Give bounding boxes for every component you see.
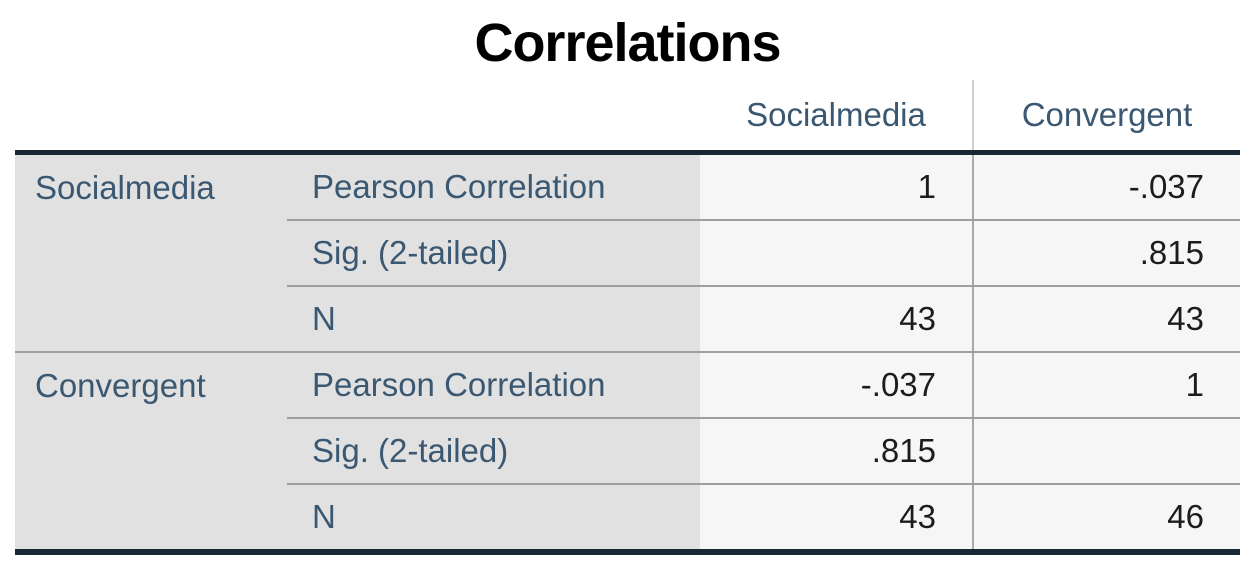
measure-label: N	[287, 484, 700, 555]
row-group-label-socialmedia: Socialmedia	[15, 150, 287, 353]
cell-value: 1	[972, 352, 1240, 419]
cell-value: 1	[700, 150, 973, 221]
correlations-table: Socialmedia Convergent Socialmedia Pears…	[15, 80, 1240, 555]
cell-value: 43	[972, 286, 1240, 353]
table-title: Correlations	[474, 13, 781, 73]
cell-value: 46	[972, 484, 1240, 555]
measure-label: Sig. (2-tailed)	[287, 418, 700, 485]
table-row: Socialmedia Pearson Correlation 1 -.037	[15, 150, 1240, 353]
table-row: Convergent Pearson Correlation -.037 1	[15, 352, 1240, 555]
cell-value: 43	[700, 286, 973, 353]
measure-label: Sig. (2-tailed)	[287, 220, 700, 287]
measure-label: Pearson Correlation	[287, 150, 700, 221]
column-header-convergent: Convergent	[972, 80, 1240, 153]
column-header-row: Socialmedia Convergent	[15, 80, 1240, 153]
measure-label: Pearson Correlation	[287, 352, 700, 419]
row-group-label-convergent: Convergent	[15, 352, 287, 555]
cell-value: .815	[972, 220, 1240, 287]
column-header-socialmedia: Socialmedia	[700, 80, 973, 153]
table-row: Sig. (2-tailed) .815	[15, 220, 1240, 287]
header-stub-spacer	[15, 80, 700, 153]
cell-value: -.037	[700, 352, 973, 419]
cell-value	[972, 418, 1240, 485]
cell-value: .815	[700, 418, 973, 485]
cell-value	[700, 220, 973, 287]
cell-value: -.037	[972, 150, 1240, 221]
measure-label: N	[287, 286, 700, 353]
cell-value: 43	[700, 484, 973, 555]
table-row: Sig. (2-tailed) .815	[15, 418, 1240, 485]
table-row: N 43 43	[15, 286, 1240, 353]
table-row: N 43 46	[15, 484, 1240, 555]
